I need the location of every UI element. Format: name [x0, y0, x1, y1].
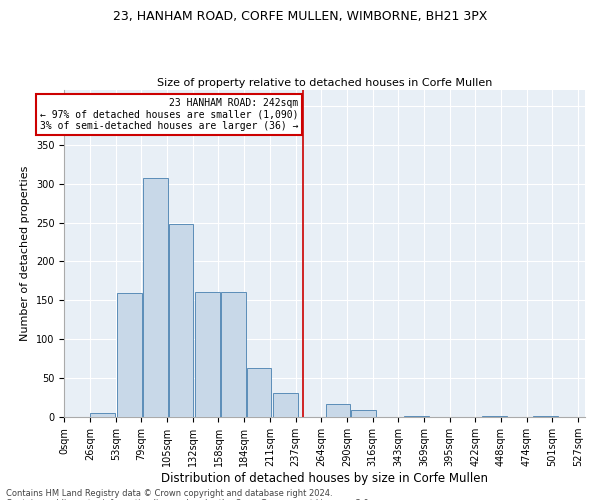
Text: Contains public sector information licensed under the Open Government Licence v3: Contains public sector information licen… [6, 498, 371, 500]
Bar [482, 416, 506, 417]
Text: Contains HM Land Registry data © Crown copyright and database right 2024.: Contains HM Land Registry data © Crown c… [6, 488, 332, 498]
Bar [143, 178, 168, 417]
Bar [195, 292, 220, 417]
Bar [169, 224, 193, 417]
Bar [117, 292, 142, 417]
Bar [351, 410, 376, 417]
Bar [221, 292, 246, 417]
Text: 23, HANHAM ROAD, CORFE MULLEN, WIMBORNE, BH21 3PX: 23, HANHAM ROAD, CORFE MULLEN, WIMBORNE,… [113, 10, 487, 23]
Bar [91, 414, 115, 417]
Bar [247, 368, 271, 417]
Bar [404, 416, 428, 417]
Bar [533, 416, 558, 417]
Text: 23 HANHAM ROAD: 242sqm
← 97% of detached houses are smaller (1,090)
3% of semi-d: 23 HANHAM ROAD: 242sqm ← 97% of detached… [40, 98, 299, 131]
Bar [273, 393, 298, 417]
Y-axis label: Number of detached properties: Number of detached properties [20, 166, 31, 342]
X-axis label: Distribution of detached houses by size in Corfe Mullen: Distribution of detached houses by size … [161, 472, 488, 485]
Bar [326, 404, 350, 417]
Title: Size of property relative to detached houses in Corfe Mullen: Size of property relative to detached ho… [157, 78, 493, 88]
